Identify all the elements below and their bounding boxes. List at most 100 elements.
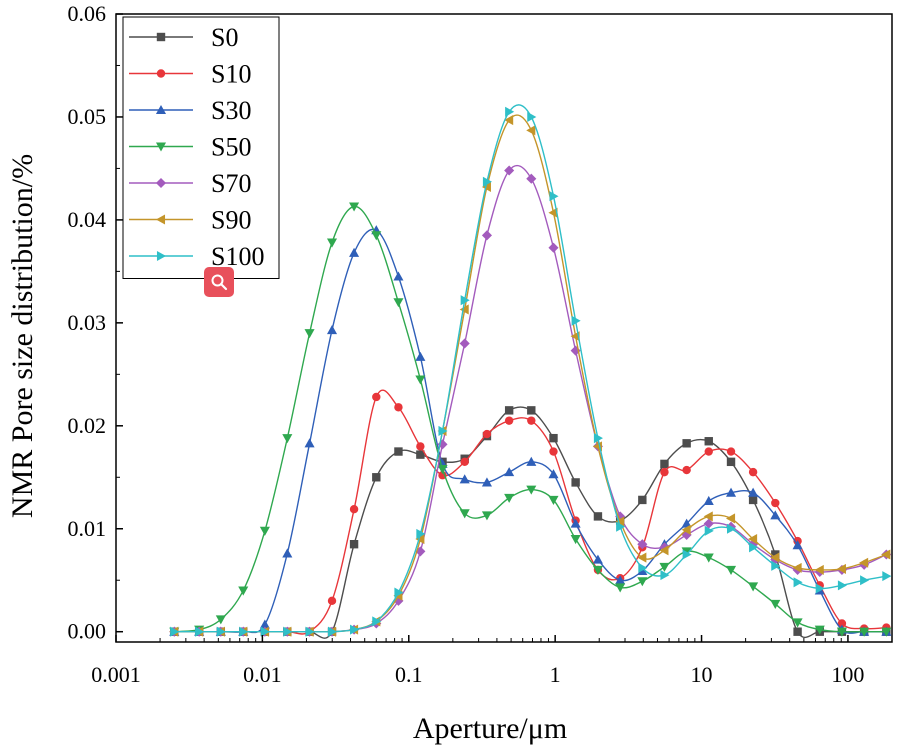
data-point-s90 — [836, 563, 846, 574]
x-tick-label: 0.1 — [395, 662, 423, 687]
data-point-s10 — [771, 498, 780, 508]
data-point-s30 — [504, 467, 515, 477]
data-point-s10 — [327, 596, 337, 606]
data-point-s50 — [814, 625, 825, 635]
data-point-s0 — [638, 495, 647, 505]
data-point-s10 — [748, 467, 758, 477]
data-point-s50 — [548, 495, 559, 505]
data-point-s50 — [703, 553, 714, 563]
data-point-s0 — [416, 450, 425, 459]
legend-marker-s0 — [156, 32, 166, 42]
data-point-s70 — [637, 539, 648, 550]
y-tick-label: 0.03 — [68, 310, 107, 335]
legend: S0 S10 S30 S50 S70 S90 S100 — [122, 16, 280, 279]
data-point-s30 — [459, 474, 470, 484]
data-point-s50 — [393, 298, 404, 308]
data-point-s100 — [305, 626, 315, 637]
data-point-s100 — [726, 523, 737, 534]
legend-label-s50: S50 — [211, 133, 251, 162]
data-point-s50 — [836, 627, 847, 637]
data-point-s0 — [593, 512, 603, 521]
x-tick-label: 10 — [691, 662, 713, 687]
data-point-s100 — [549, 191, 559, 202]
zoom-button[interactable] — [204, 267, 234, 297]
data-point-s90 — [881, 549, 891, 560]
data-point-s30 — [703, 495, 714, 505]
data-point-s10 — [704, 447, 713, 456]
data-point-s10 — [726, 447, 736, 456]
y-tick-label: 0.04 — [68, 207, 107, 232]
data-point-s50 — [570, 535, 581, 545]
data-point-s50 — [415, 375, 426, 385]
data-point-s90 — [859, 557, 869, 568]
data-point-s70 — [703, 518, 714, 529]
data-point-s100 — [438, 425, 448, 436]
data-point-s100 — [416, 528, 426, 539]
data-point-s10 — [394, 403, 403, 412]
data-point-s70 — [459, 338, 470, 349]
data-point-s50 — [304, 329, 315, 339]
series-line-s50 — [174, 205, 887, 633]
series-line-s90 — [174, 114, 887, 633]
data-point-s100 — [793, 577, 803, 588]
data-point-s30 — [792, 540, 803, 550]
data-point-s90 — [548, 207, 558, 218]
data-point-s100 — [638, 562, 648, 573]
data-point-s10 — [527, 416, 536, 425]
data-point-s100 — [482, 176, 492, 187]
data-point-s0 — [726, 457, 736, 467]
series-s50 — [169, 202, 892, 637]
y-tick-label: 0.05 — [68, 104, 107, 129]
data-point-s50 — [792, 618, 803, 628]
series-line-s70 — [174, 164, 887, 633]
x-tick-label: 0.01 — [243, 662, 282, 687]
data-point-s70 — [481, 230, 492, 241]
data-point-s10 — [416, 442, 425, 451]
data-point-s100 — [394, 587, 404, 598]
legend-marker-s30 — [155, 104, 167, 115]
x-tick-label: 0.001 — [91, 662, 141, 687]
data-point-s100 — [660, 570, 670, 581]
data-point-s0 — [372, 473, 381, 482]
data-point-s100 — [372, 616, 382, 627]
data-point-s0 — [704, 437, 713, 446]
y-tick-label: 0.06 — [68, 1, 107, 26]
data-point-s90 — [681, 524, 691, 535]
data-point-s50 — [215, 615, 226, 625]
data-point-s10 — [504, 416, 514, 425]
data-point-s0 — [527, 406, 536, 415]
axes — [115, 13, 893, 643]
data-point-s30 — [481, 477, 492, 487]
data-point-s10 — [837, 619, 847, 628]
legend-item-s90: S90 — [129, 206, 251, 235]
data-point-s0 — [349, 539, 359, 549]
data-point-s100 — [616, 521, 626, 532]
data-point-s30 — [415, 351, 426, 361]
data-point-s90 — [481, 181, 491, 192]
data-point-s90 — [615, 516, 625, 527]
data-point-s70 — [393, 595, 404, 606]
data-point-s10 — [549, 447, 558, 456]
legend-item-s70: S70 — [129, 169, 251, 198]
series-layer — [169, 104, 892, 639]
series-s30 — [169, 225, 892, 636]
data-point-s30 — [725, 487, 737, 497]
x-tick-label: 100 — [831, 662, 864, 687]
data-point-s30 — [282, 548, 293, 558]
data-point-s30 — [570, 518, 581, 528]
data-point-s90 — [637, 552, 647, 563]
data-point-s70 — [526, 173, 537, 184]
data-point-s100 — [815, 583, 825, 594]
data-point-s30 — [681, 518, 692, 528]
data-point-s0 — [660, 459, 669, 469]
legend-label-s30: S30 — [211, 96, 251, 125]
data-point-s100 — [882, 571, 892, 582]
data-point-s10 — [482, 429, 492, 439]
data-point-s100 — [195, 626, 205, 637]
data-point-s90 — [770, 552, 780, 563]
y-tick-label: 0.00 — [68, 619, 107, 644]
legend-item-s50: S50 — [129, 133, 251, 162]
tick-layer: 0.00 0.01 0.02 0.03 0.04 0.05 0.06 0.001 0.01 0.1… — [68, 1, 865, 687]
series-line-s10 — [174, 389, 887, 635]
data-point-s30 — [259, 619, 270, 629]
